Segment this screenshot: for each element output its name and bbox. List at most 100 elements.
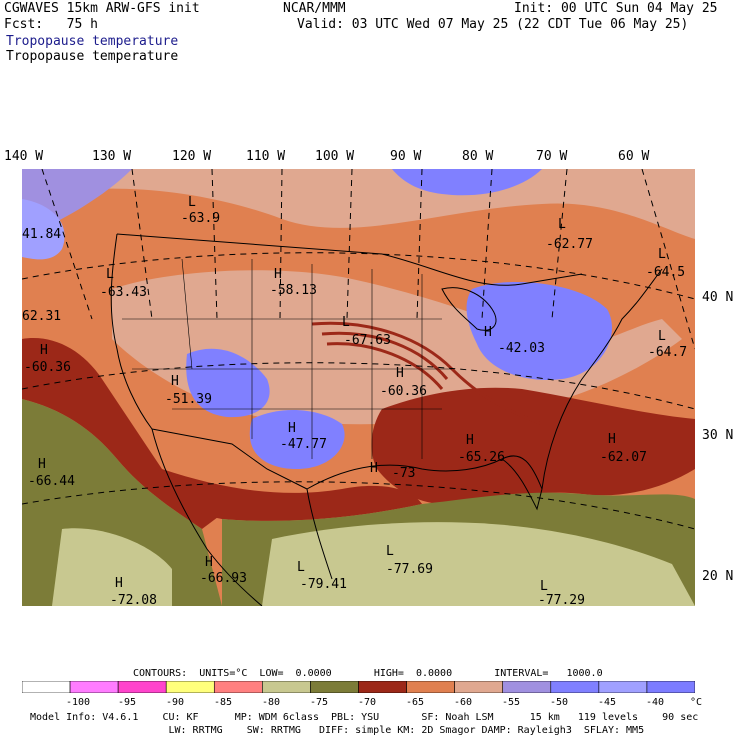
map-label-type: H	[288, 421, 296, 436]
lat-label: 20 N	[702, 569, 734, 584]
map-label-value: -60.36	[24, 360, 71, 375]
us-canada-border	[116, 233, 583, 286]
legend-label: -80	[262, 697, 281, 708]
legend-swatch	[22, 681, 71, 693]
map-label-type: H	[40, 343, 48, 358]
west-coast	[110, 233, 153, 430]
map-label-value: -66.44	[28, 474, 75, 489]
longitude-line	[279, 169, 283, 320]
map-label-value: -73	[392, 466, 416, 481]
map-label-type: H	[115, 576, 123, 591]
color-legend-bar	[22, 681, 695, 693]
map-label-type: L	[188, 195, 196, 210]
map-label-type: L	[386, 544, 394, 559]
legend-label: -60	[454, 697, 473, 708]
legend-label: -75	[310, 697, 329, 708]
org-label: NCAR/MMM	[283, 1, 346, 16]
legend-swatch	[262, 681, 311, 693]
lat-label: 40 N	[702, 290, 734, 305]
legend-swatch	[502, 681, 552, 693]
contours-info: CONTOURS: UNITS=°C LOW= 0.0000 HIGH= 0.0…	[133, 668, 603, 679]
map-label-value: -65.26	[458, 450, 505, 465]
legend-unit: °C	[690, 697, 703, 708]
map-label-type: H	[396, 366, 404, 381]
purple-southwest-high	[186, 348, 270, 418]
gulf-coast	[306, 455, 543, 490]
darkred-gulf-band	[162, 469, 422, 521]
purple-northeast-high	[466, 281, 612, 380]
legend-label: -40	[646, 697, 665, 708]
map-label-type: H	[171, 374, 179, 389]
khaki-gulf	[262, 522, 695, 606]
map-label-type: L	[658, 329, 666, 344]
legend-swatch	[310, 681, 359, 693]
lon-label: 140 W	[4, 149, 44, 164]
map-label-value: -77.69	[386, 562, 433, 577]
longitude-line	[641, 169, 695, 350]
mexico-east-coast	[306, 488, 333, 580]
map-label-type: H	[274, 267, 282, 282]
east-coast	[541, 268, 663, 490]
map-label-type: L	[342, 315, 350, 330]
map-label-value: -58.13	[270, 283, 317, 298]
legend-label: -55	[502, 697, 521, 708]
latitude-line	[22, 362, 695, 410]
lon-label: 110 W	[246, 149, 286, 164]
latlon-grid	[22, 169, 695, 530]
init-time: Init: 00 UTC Sun 04 May 25	[514, 1, 718, 16]
florida	[501, 458, 543, 511]
legend-label: -95	[118, 697, 137, 708]
legend-label: -65	[406, 697, 425, 708]
darkred-isolated	[422, 429, 467, 468]
tropopause-temperature-map	[22, 169, 695, 606]
map-label-value: -63.43	[100, 285, 147, 300]
lat-label: 30 N	[702, 428, 734, 443]
longitude-line	[211, 169, 218, 320]
map-label-type: L	[297, 560, 305, 575]
lon-label: 90 W	[390, 149, 422, 164]
legend-label: -100	[66, 697, 91, 708]
jet-streak-line	[321, 331, 449, 380]
map-label-value: -77.29	[538, 593, 585, 608]
map-label-type: L	[540, 579, 548, 594]
lon-label: 130 W	[92, 149, 132, 164]
map-label-type: L	[558, 217, 566, 232]
model-title: CGWAVES 15km ARW-GFS init	[4, 1, 200, 16]
map-label-value: -60.36	[380, 384, 427, 399]
legend-swatch	[117, 681, 167, 693]
longitude-line	[41, 169, 93, 320]
purple-texas-high	[249, 409, 345, 469]
lon-label: 60 W	[618, 149, 650, 164]
map-label-value: -79.41	[300, 577, 347, 592]
map-label-value: -64.7	[648, 345, 688, 360]
legend-label: -45	[598, 697, 617, 708]
map-label-value: -67.63	[344, 333, 391, 348]
legend-swatch	[358, 681, 407, 693]
map-label-value: -66.93	[200, 571, 247, 586]
map-label-value: -47.77	[280, 437, 327, 452]
boundaries	[110, 233, 663, 606]
model-info-line2: LW: RRTMG SW: RRTMG DIFF: simple KM: 2D …	[30, 725, 645, 736]
map-label-type: H	[205, 555, 213, 570]
map-label-type: H	[484, 325, 492, 340]
legend-swatch	[406, 681, 455, 693]
longitude-line	[346, 169, 353, 320]
map-label-value: -64.5	[646, 265, 686, 280]
map-label-type: H	[608, 432, 616, 447]
map-label-value: -62.77	[546, 237, 593, 252]
longitude-line	[416, 169, 423, 320]
latitude-line	[22, 481, 695, 530]
forecast-hour: Fcst: 75 h	[4, 17, 98, 32]
map-label-type: L	[658, 247, 666, 262]
lon-label: 70 W	[536, 149, 568, 164]
pale-north-region	[22, 169, 695, 239]
legend-label: -90	[166, 697, 185, 708]
field-title-2: Tropopause temperature	[6, 49, 179, 64]
valid-time: Valid: 03 UTC Wed 07 May 25 (22 CDT Tue …	[297, 17, 689, 32]
map-label-type: H	[466, 433, 474, 448]
map-label-value: -62.07	[600, 450, 647, 465]
darkred-southeast	[371, 387, 695, 505]
purple-north	[392, 169, 542, 196]
map-label-type: H	[370, 461, 378, 476]
legend-swatch	[550, 681, 600, 693]
